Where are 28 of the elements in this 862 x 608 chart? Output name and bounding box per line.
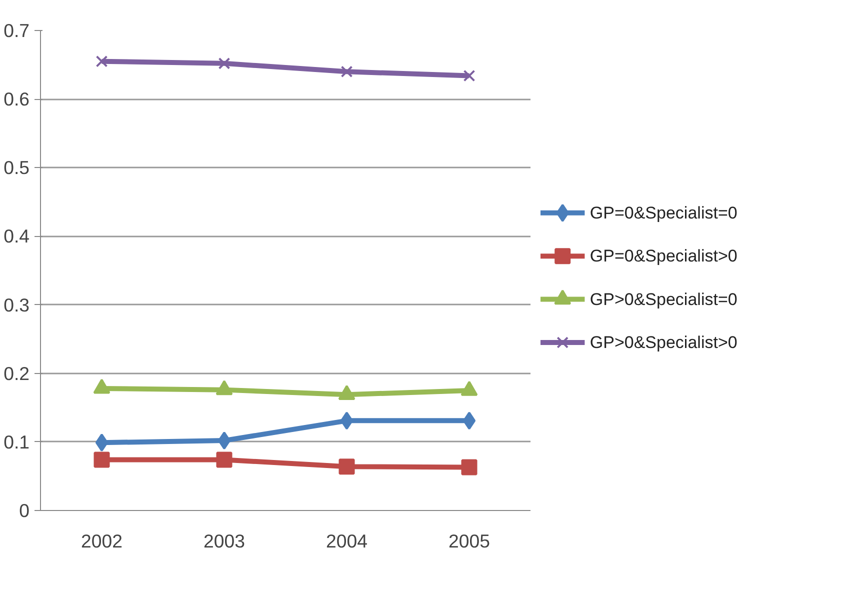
y-tick-label: 0.1: [4, 431, 30, 452]
x-tick-label: 2005: [448, 530, 490, 552]
x-tick-label: 2003: [204, 530, 246, 552]
legend-label: GP=0&Specialist>0: [590, 246, 738, 266]
point: [338, 458, 355, 475]
point: [216, 452, 232, 468]
point: [218, 57, 230, 70]
x-tick-label: 2004: [326, 530, 368, 552]
legend-label: GP=0&Specialist=0: [590, 203, 738, 222]
point: [94, 452, 110, 468]
y-tick-label: 0.7: [4, 20, 30, 41]
y-tick-label: 0: [19, 500, 30, 521]
point: [461, 459, 478, 476]
y-tick-label: 0.6: [4, 88, 30, 110]
point: [218, 432, 231, 450]
y-tick-label: 0.2: [4, 362, 30, 384]
point: [463, 70, 476, 82]
point: [96, 55, 108, 68]
y-tick-label: 0.4: [4, 226, 30, 247]
legend-label: GP>0&Specialist>0: [590, 333, 738, 352]
legend-label: GP>0&Specialist=0: [590, 290, 738, 309]
point: [462, 412, 476, 430]
x-tick-label: 2002: [81, 530, 123, 552]
y-tick-label: 0.3: [4, 294, 30, 316]
point: [340, 412, 354, 430]
point: [340, 66, 353, 78]
y-tick-label: 0.5: [4, 157, 30, 178]
point: [95, 434, 108, 452]
